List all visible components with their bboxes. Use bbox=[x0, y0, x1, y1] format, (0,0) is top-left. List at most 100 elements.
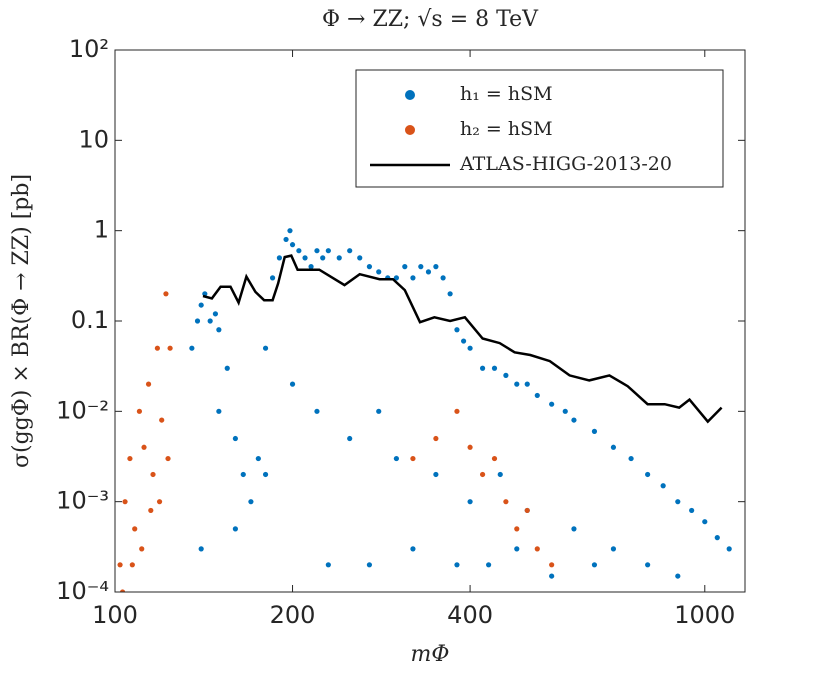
point bbox=[148, 507, 154, 514]
point bbox=[514, 381, 520, 387]
point bbox=[714, 535, 720, 541]
point bbox=[610, 546, 617, 552]
point bbox=[194, 318, 201, 324]
point bbox=[410, 546, 416, 552]
legend-label: h₁ = hSM bbox=[460, 83, 553, 105]
point bbox=[524, 507, 530, 514]
point bbox=[433, 435, 439, 442]
point bbox=[562, 408, 568, 414]
point bbox=[454, 408, 460, 414]
point bbox=[347, 435, 353, 442]
point bbox=[296, 248, 302, 254]
point bbox=[440, 275, 446, 281]
point bbox=[139, 546, 145, 552]
point bbox=[479, 471, 486, 478]
point bbox=[447, 291, 453, 297]
point bbox=[491, 365, 498, 371]
point bbox=[262, 345, 269, 351]
point bbox=[289, 381, 296, 387]
point bbox=[726, 546, 732, 552]
legend-label: ATLAS-HIGG-2013-20 bbox=[459, 153, 672, 175]
x-tick-label: 200 bbox=[270, 601, 316, 629]
point bbox=[645, 562, 651, 568]
point bbox=[232, 435, 238, 442]
point bbox=[514, 526, 520, 532]
point bbox=[224, 365, 230, 371]
point bbox=[141, 444, 147, 450]
point bbox=[628, 455, 634, 462]
legend-swatch bbox=[405, 90, 415, 100]
point bbox=[376, 408, 382, 414]
point bbox=[702, 519, 708, 525]
x-tick-label: 1000 bbox=[674, 601, 735, 629]
point bbox=[232, 526, 238, 532]
point bbox=[534, 546, 540, 552]
point bbox=[660, 483, 666, 489]
point bbox=[433, 471, 439, 478]
legend-swatch bbox=[405, 125, 415, 135]
point bbox=[675, 499, 681, 505]
point bbox=[503, 499, 509, 505]
point bbox=[645, 471, 651, 478]
point bbox=[689, 507, 695, 514]
point bbox=[402, 264, 408, 270]
point bbox=[467, 499, 473, 505]
point bbox=[524, 381, 530, 387]
point bbox=[454, 327, 460, 333]
point bbox=[117, 562, 123, 568]
point bbox=[154, 345, 160, 351]
point bbox=[122, 499, 128, 505]
point bbox=[276, 255, 283, 261]
chart-title: Φ → ZZ; √s = 8 TeV bbox=[322, 7, 539, 32]
point bbox=[486, 562, 492, 568]
point bbox=[132, 526, 138, 532]
x-tick-label: 400 bbox=[447, 601, 493, 629]
point bbox=[127, 455, 133, 462]
point bbox=[314, 248, 320, 254]
point bbox=[549, 562, 555, 568]
plot-area bbox=[117, 228, 732, 592]
point bbox=[461, 338, 467, 344]
point bbox=[675, 573, 681, 579]
point bbox=[491, 455, 498, 462]
y-axis-label: σ(ggΦ) × BR(Φ → ZZ) [pb] bbox=[9, 174, 34, 468]
point bbox=[262, 471, 269, 478]
point bbox=[410, 455, 416, 462]
point bbox=[287, 228, 293, 234]
point bbox=[347, 248, 353, 254]
point bbox=[591, 428, 598, 434]
point bbox=[283, 236, 289, 243]
point bbox=[302, 255, 308, 261]
point bbox=[207, 318, 213, 324]
point bbox=[320, 255, 326, 261]
point bbox=[393, 455, 399, 462]
point bbox=[216, 408, 222, 414]
y-tick-label: 10⁻² bbox=[56, 396, 109, 424]
point bbox=[248, 499, 254, 505]
y-tick-label: 10 bbox=[78, 125, 109, 153]
line bbox=[202, 254, 723, 424]
point bbox=[454, 562, 460, 568]
point bbox=[156, 499, 163, 505]
point bbox=[467, 345, 473, 351]
point bbox=[366, 264, 373, 270]
point bbox=[366, 562, 373, 568]
point bbox=[534, 392, 540, 399]
point bbox=[167, 345, 173, 351]
point bbox=[145, 381, 152, 387]
y-tick-label: 1 bbox=[94, 216, 109, 244]
point bbox=[136, 408, 143, 414]
point bbox=[198, 302, 204, 308]
point bbox=[289, 242, 296, 248]
y-tick-label: 10⁻⁴ bbox=[56, 577, 109, 605]
point bbox=[433, 264, 439, 270]
legend-box bbox=[355, 69, 724, 188]
point bbox=[308, 264, 314, 270]
x-axis-label: mΦ bbox=[411, 642, 450, 667]
point bbox=[479, 365, 486, 371]
point bbox=[255, 455, 261, 462]
point bbox=[314, 408, 320, 414]
point bbox=[212, 311, 219, 317]
point bbox=[410, 275, 416, 281]
